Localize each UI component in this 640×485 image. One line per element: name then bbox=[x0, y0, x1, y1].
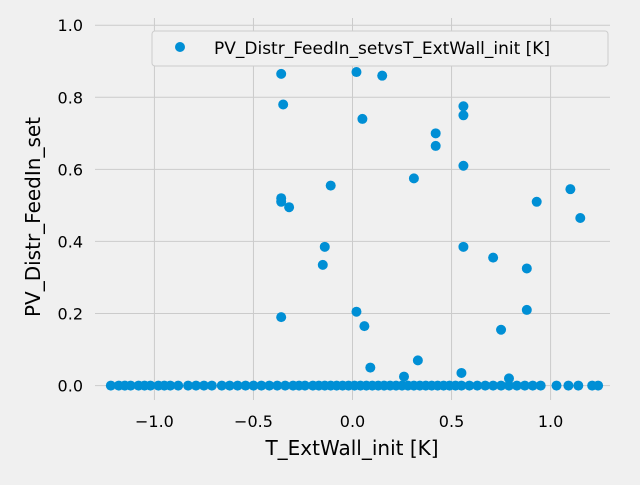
data-point bbox=[165, 380, 176, 391]
data-point bbox=[565, 184, 576, 195]
x-axis-label: T_ExtWall_init [K] bbox=[264, 436, 438, 460]
data-point bbox=[458, 160, 469, 171]
data-point bbox=[183, 380, 194, 391]
data-point bbox=[464, 380, 475, 391]
data-point bbox=[232, 380, 243, 391]
legend-box bbox=[151, 30, 609, 67]
data-point bbox=[519, 380, 530, 391]
y-tick-label: 0.8 bbox=[58, 88, 83, 107]
legend: PV_Distr_FeedIn_setvsT_ExtWall_init [K] bbox=[151, 30, 609, 67]
data-point bbox=[248, 380, 259, 391]
data-point bbox=[278, 99, 289, 110]
data-point bbox=[408, 173, 419, 184]
data-point bbox=[198, 380, 209, 391]
data-point bbox=[593, 380, 604, 391]
data-point bbox=[521, 304, 532, 315]
data-point bbox=[206, 380, 217, 391]
data-point bbox=[191, 380, 202, 391]
data-point bbox=[399, 371, 409, 382]
data-points bbox=[105, 31, 604, 391]
data-point bbox=[503, 373, 514, 384]
data-point bbox=[125, 380, 136, 391]
data-point bbox=[280, 380, 291, 391]
data-point bbox=[458, 101, 469, 112]
data-point bbox=[224, 380, 235, 391]
data-point bbox=[480, 380, 491, 391]
x-tick-label: −1.0 bbox=[135, 412, 174, 431]
data-point bbox=[145, 380, 156, 391]
data-point bbox=[173, 380, 184, 391]
data-point bbox=[276, 68, 287, 79]
data-point bbox=[430, 128, 441, 139]
data-point bbox=[284, 202, 295, 213]
data-point bbox=[319, 241, 330, 252]
y-tick-label: 0.0 bbox=[58, 377, 83, 396]
data-point bbox=[272, 380, 283, 391]
x-tick-label: 1.0 bbox=[538, 412, 563, 431]
data-point bbox=[496, 380, 507, 391]
data-point bbox=[472, 380, 483, 391]
data-point bbox=[276, 196, 287, 207]
data-point bbox=[276, 312, 287, 323]
data-point bbox=[299, 380, 310, 391]
y-tick-label: 1.0 bbox=[58, 16, 83, 35]
data-point bbox=[511, 380, 522, 391]
y-tick-label: 0.2 bbox=[58, 305, 83, 324]
data-point bbox=[563, 380, 574, 391]
data-point bbox=[488, 380, 499, 391]
data-point bbox=[456, 380, 467, 391]
data-point bbox=[551, 380, 562, 391]
data-point bbox=[377, 70, 388, 81]
data-point bbox=[264, 380, 275, 391]
x-tick-label: −0.5 bbox=[234, 412, 273, 431]
data-point bbox=[496, 324, 507, 335]
x-tick-label: 0.5 bbox=[439, 412, 464, 431]
x-tick-label: 0.0 bbox=[340, 412, 365, 431]
data-point bbox=[317, 259, 328, 270]
data-point bbox=[216, 380, 227, 391]
data-point bbox=[573, 380, 584, 391]
data-point bbox=[531, 196, 542, 207]
data-point bbox=[527, 380, 538, 391]
data-point bbox=[521, 263, 532, 274]
data-point bbox=[535, 380, 546, 391]
data-point bbox=[359, 321, 370, 332]
data-point bbox=[575, 213, 586, 224]
legend-label: PV_Distr_FeedIn_setvsT_ExtWall_init [K] bbox=[214, 39, 550, 59]
y-tick-label: 0.6 bbox=[58, 160, 83, 179]
data-point bbox=[357, 113, 368, 124]
data-point bbox=[351, 306, 362, 317]
data-point bbox=[503, 380, 514, 391]
data-point bbox=[458, 110, 469, 121]
data-point bbox=[365, 362, 376, 373]
data-point bbox=[488, 252, 499, 263]
data-point bbox=[412, 355, 423, 366]
data-point bbox=[240, 380, 251, 391]
data-point bbox=[456, 367, 467, 378]
legend-marker bbox=[175, 42, 185, 52]
tick-labels: −1.0 −0.5 0.0 0.5 1.0 0.0 0.2 0.4 0.6 0.8 1.0 bbox=[58, 16, 564, 431]
y-axis-label: PV_Distr_FeedIn_set bbox=[21, 117, 45, 317]
y-tick-label: 0.4 bbox=[58, 232, 83, 251]
data-point bbox=[430, 140, 441, 151]
data-point bbox=[325, 180, 336, 191]
data-point bbox=[458, 241, 469, 252]
data-point bbox=[351, 67, 362, 78]
data-point bbox=[256, 380, 267, 391]
data-point bbox=[105, 380, 116, 391]
